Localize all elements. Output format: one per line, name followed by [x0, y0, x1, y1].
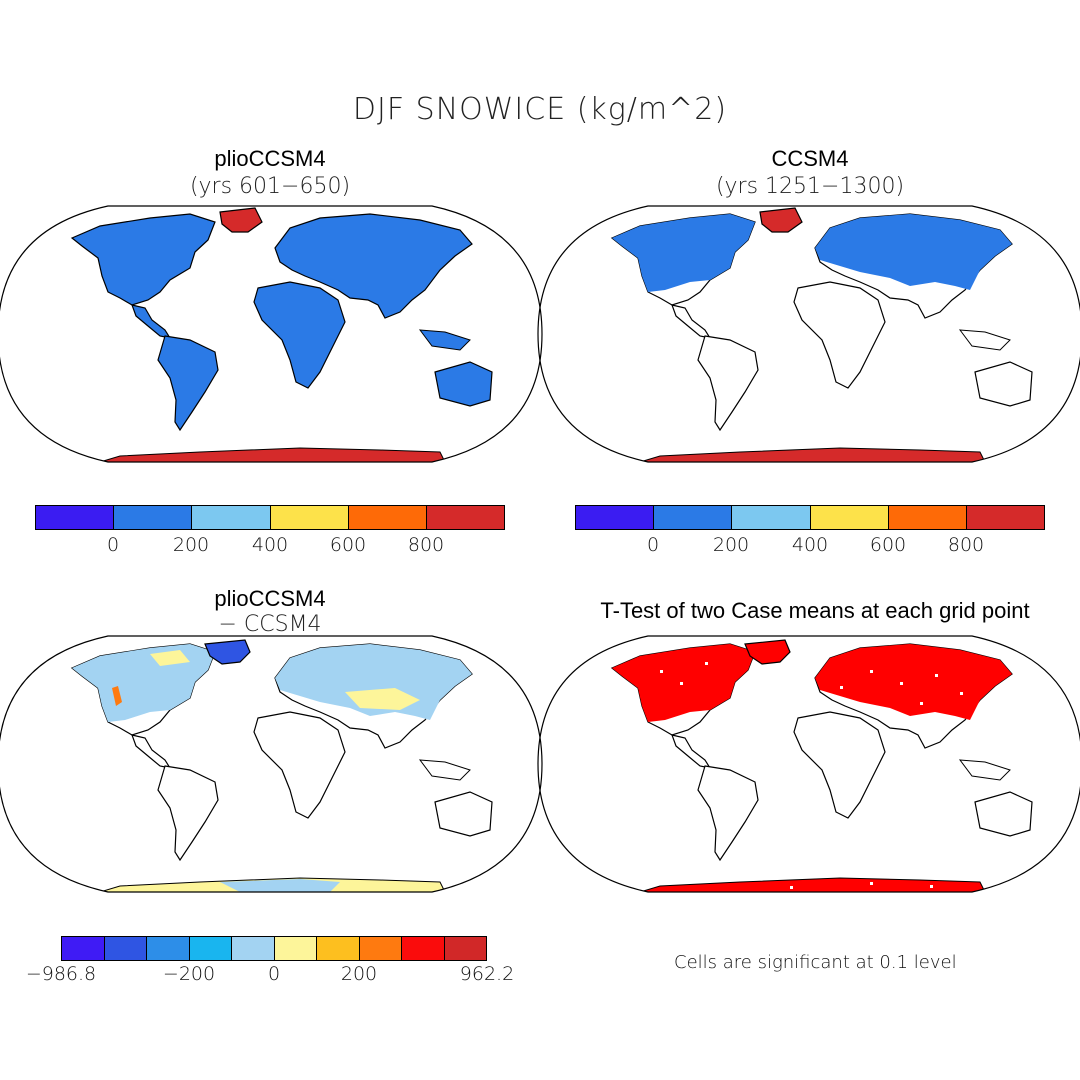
- land-se-asia: [958, 329, 1011, 351]
- sig-eurasia: [815, 644, 1012, 720]
- land-australia: [434, 361, 493, 407]
- land-south-america: [697, 335, 759, 432]
- land-eurasia: [274, 213, 473, 319]
- colorbar-swatch: [270, 506, 349, 529]
- land-se-asia: [958, 759, 1011, 781]
- colorbar-swatch: [192, 506, 271, 529]
- diff-antarctica-blue: [220, 879, 340, 892]
- cb-ccsm4-tick: 600: [869, 534, 907, 556]
- cb-plio-tick: 200: [172, 534, 210, 556]
- colorbar-difference: [61, 936, 487, 961]
- map-border: [537, 205, 1080, 463]
- cb-plio-tick: 600: [329, 534, 367, 556]
- land-se-asia: [418, 759, 471, 781]
- diff-eurasia: [275, 644, 472, 720]
- land-africa: [253, 711, 346, 819]
- land-australia: [974, 361, 1033, 407]
- panel-3-title: plioCCSM4: [214, 586, 326, 611]
- sig-north-america: [612, 644, 755, 722]
- panel-2-subtitle: (yrs 1251−1300): [715, 174, 905, 199]
- land-australia: [974, 791, 1033, 837]
- land-south-america: [697, 765, 759, 862]
- colorbar-swatch: [348, 506, 427, 529]
- land-se-asia: [418, 329, 471, 351]
- colorbar-swatch: [402, 937, 445, 960]
- map-border: [537, 635, 1080, 893]
- cb-diff-tick: −986.8: [25, 963, 97, 985]
- land-south-america: [157, 765, 219, 862]
- colorbar-plio: [35, 505, 505, 530]
- land-greenland: [219, 207, 263, 233]
- land-central-america: [131, 304, 172, 339]
- map-border: [0, 205, 543, 463]
- colorbar-swatch: [810, 506, 889, 529]
- colorbar-ccsm4: [575, 505, 1045, 530]
- diff-na-hotspot: [112, 686, 122, 706]
- diff-north-america: [72, 644, 215, 722]
- colorbar-swatch: [62, 937, 105, 960]
- cb-plio-tick: 400: [251, 534, 289, 556]
- map-border: [0, 635, 543, 893]
- figure-title: DJF SNOWICE (kg/m^2): [352, 92, 728, 127]
- diff-eurasia-yellow: [345, 688, 420, 710]
- land-central-america: [131, 734, 172, 769]
- sig-speckles: [660, 662, 963, 889]
- land-central-america: [671, 734, 712, 769]
- land-africa: [253, 281, 346, 389]
- colorbar-swatch: [232, 937, 275, 960]
- land-greenland: [204, 639, 251, 665]
- cb-diff-tick: 962.2: [459, 963, 515, 985]
- land-north-america: [70, 213, 216, 306]
- land-south-america: [157, 335, 219, 432]
- colorbar-swatch: [576, 506, 655, 529]
- panel-4-title: T-Test of two Case means at each grid po…: [600, 598, 1030, 623]
- cb-diff-tick: 0: [267, 963, 281, 985]
- panel-2-title: CCSM4: [771, 146, 849, 171]
- colorbar-swatch: [359, 937, 402, 960]
- panel-1-subtitle: (yrs 601−650): [189, 174, 351, 199]
- land-australia: [434, 791, 493, 837]
- colorbar-swatch: [114, 506, 193, 529]
- colorbar-swatch: [104, 937, 147, 960]
- colorbar-swatch: [274, 937, 317, 960]
- cb-plio-tick: 800: [407, 534, 445, 556]
- land-africa: [793, 281, 886, 389]
- land-antarctica: [639, 877, 986, 892]
- land-central-america: [671, 304, 712, 339]
- map-ccsm4: [537, 205, 1080, 463]
- cb-ccsm4-tick: 0: [646, 534, 660, 556]
- land-greenland: [744, 639, 791, 665]
- colorbar-swatch: [732, 506, 811, 529]
- panel-1-title: plioCCSM4: [214, 146, 326, 171]
- cb-plio-tick: 0: [106, 534, 120, 556]
- diff-na-yellow: [150, 650, 190, 666]
- snow-north-america: [612, 214, 755, 292]
- land-africa: [793, 711, 886, 819]
- map-ttest: [537, 635, 1080, 893]
- map-difference: [0, 635, 543, 893]
- colorbar-swatch: [189, 937, 232, 960]
- cb-diff-tick: 200: [340, 963, 378, 985]
- colorbar-swatch: [317, 937, 360, 960]
- ttest-note: Cells are significant at 0.1 level: [674, 952, 957, 973]
- cb-ccsm4-tick: 800: [947, 534, 985, 556]
- snow-eurasia: [815, 214, 1012, 290]
- colorbar-swatch: [444, 937, 486, 960]
- colorbar-swatch: [654, 506, 733, 529]
- cb-diff-tick: −200: [162, 963, 216, 985]
- colorbar-swatch: [426, 506, 505, 529]
- colorbar-swatch: [147, 937, 190, 960]
- panel-3-subtitle: − CCSM4: [218, 612, 322, 637]
- colorbar-swatch: [966, 506, 1045, 529]
- cb-ccsm4-tick: 400: [791, 534, 829, 556]
- colorbar-swatch: [36, 506, 115, 529]
- colorbar-swatch: [888, 506, 967, 529]
- cb-ccsm4-tick: 200: [712, 534, 750, 556]
- land-greenland: [759, 207, 803, 233]
